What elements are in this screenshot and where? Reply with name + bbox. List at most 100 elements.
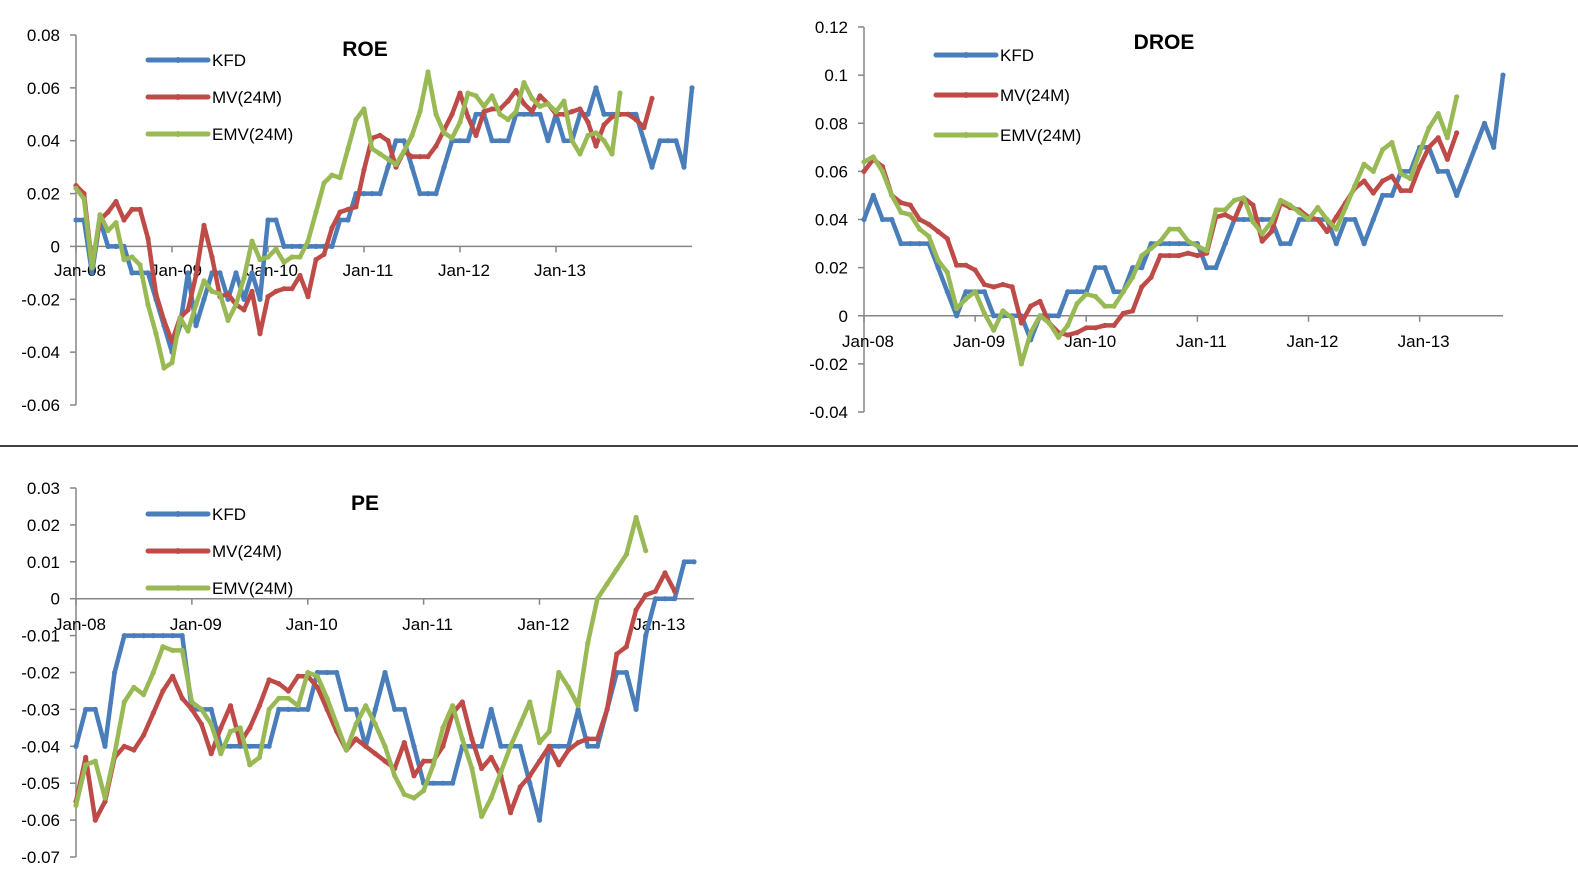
data-point-emv-24m bbox=[329, 172, 335, 178]
data-point-kfd bbox=[963, 289, 969, 295]
data-point-mv-24m bbox=[417, 154, 423, 160]
data-point-kfd bbox=[1259, 216, 1265, 223]
legend-label-mv-24m: MV(24M) bbox=[212, 542, 282, 561]
x-tick-label: Jan-08 bbox=[54, 615, 106, 634]
data-point-mv-24m bbox=[623, 644, 630, 650]
data-point-mv-24m bbox=[276, 681, 282, 687]
data-point-mv-24m bbox=[609, 114, 615, 120]
data-point-emv-24m bbox=[604, 581, 610, 587]
data-point-emv-24m bbox=[870, 154, 876, 160]
y-tick-label: 0.08 bbox=[815, 114, 848, 133]
data-point-emv-24m bbox=[153, 331, 159, 337]
data-point-mv-24m bbox=[297, 272, 303, 279]
data-point-kfd bbox=[334, 669, 340, 676]
data-point-mv-24m bbox=[662, 570, 668, 576]
chart-title: DROE bbox=[1134, 31, 1195, 54]
data-point-emv-24m bbox=[565, 684, 572, 690]
data-point-kfd bbox=[233, 270, 239, 276]
data-point-mv-24m bbox=[565, 747, 572, 753]
data-point-mv-24m bbox=[289, 286, 295, 292]
data-point-emv-24m bbox=[481, 103, 487, 109]
data-point-emv-24m bbox=[1185, 238, 1191, 244]
data-point-emv-24m bbox=[363, 703, 369, 709]
data-point-kfd bbox=[1500, 72, 1506, 78]
data-point-emv-24m bbox=[505, 117, 511, 123]
data-point-emv-24m bbox=[450, 703, 456, 709]
data-point-emv-24m bbox=[1417, 149, 1423, 155]
data-point-kfd bbox=[276, 706, 282, 713]
data-point-emv-24m bbox=[879, 168, 886, 174]
data-point-emv-24m bbox=[382, 743, 388, 749]
data-point-kfd bbox=[594, 743, 601, 749]
data-point-kfd bbox=[489, 138, 495, 144]
data-point-emv-24m bbox=[972, 289, 978, 295]
y-tick-label: 0.06 bbox=[815, 162, 848, 181]
data-point-mv-24m bbox=[247, 725, 253, 731]
data-point-kfd bbox=[527, 780, 533, 786]
y-tick-label: 0.08 bbox=[27, 26, 60, 45]
data-point-emv-24m bbox=[1370, 168, 1376, 174]
data-point-emv-24m bbox=[198, 706, 205, 713]
data-point-emv-24m bbox=[553, 109, 559, 115]
data-point-kfd bbox=[643, 633, 649, 639]
data-point-mv-24m bbox=[249, 288, 255, 294]
series-line-kfd bbox=[73, 559, 697, 823]
data-point-kfd bbox=[401, 706, 407, 713]
data-point-mv-24m bbox=[652, 588, 659, 594]
data-point-emv-24m bbox=[102, 795, 108, 801]
data-point-kfd bbox=[1222, 241, 1228, 247]
legend-marker-kfd bbox=[175, 511, 181, 517]
y-tick-label: 0.02 bbox=[27, 185, 60, 204]
legend-marker-kfd bbox=[175, 57, 181, 63]
data-point-kfd bbox=[273, 217, 279, 223]
x-tick-label: Jan-10 bbox=[1064, 332, 1116, 351]
data-point-mv-24m bbox=[1092, 325, 1099, 331]
data-point-mv-24m bbox=[361, 167, 367, 173]
data-point-mv-24m bbox=[256, 703, 263, 709]
data-point-kfd bbox=[112, 669, 118, 676]
data-point-emv-24m bbox=[521, 80, 527, 86]
data-point-kfd bbox=[329, 243, 335, 249]
data-point-mv-24m bbox=[1389, 173, 1395, 179]
data-point-emv-24m bbox=[81, 196, 87, 202]
data-point-kfd bbox=[385, 164, 391, 170]
data-point-kfd bbox=[305, 706, 311, 713]
data-point-emv-24m bbox=[295, 703, 301, 709]
data-point-mv-24m bbox=[517, 784, 523, 790]
data-point-kfd bbox=[537, 111, 543, 117]
data-point-kfd bbox=[601, 111, 607, 117]
data-point-emv-24m bbox=[1213, 207, 1219, 213]
data-point-mv-24m bbox=[1361, 178, 1367, 184]
data-point-kfd bbox=[1472, 144, 1478, 150]
data-point-kfd bbox=[672, 596, 678, 602]
data-point-kfd bbox=[633, 706, 639, 713]
data-point-emv-24m bbox=[227, 728, 234, 735]
data-point-kfd bbox=[241, 296, 247, 302]
data-point-mv-24m bbox=[170, 673, 176, 679]
y-tick-label: 0.1 bbox=[824, 66, 848, 85]
chart-pe: 0.03 0.02 0.01 0 -0.01 -0.02 -0.03 -0.04 -0.05 -0… bbox=[21, 479, 697, 867]
data-point-mv-24m bbox=[218, 725, 224, 731]
data-point-kfd bbox=[691, 559, 697, 565]
data-point-emv-24m bbox=[593, 130, 599, 136]
y-tick-label: -0.07 bbox=[21, 848, 60, 867]
data-point-emv-24m bbox=[545, 101, 551, 107]
data-point-mv-24m bbox=[473, 132, 479, 138]
data-point-emv-24m bbox=[935, 257, 941, 263]
y-tick-label: -0.05 bbox=[21, 774, 60, 793]
data-point-emv-24m bbox=[145, 302, 151, 308]
data-point-kfd bbox=[585, 111, 591, 117]
data-point-emv-24m bbox=[237, 725, 243, 731]
chart-roe: 0.08 0.06 0.04 0.02 0 -0.02 -0.04 -0.06 Jan-08 Ja… bbox=[21, 26, 695, 415]
data-point-kfd bbox=[593, 85, 599, 91]
data-point-emv-24m bbox=[131, 684, 137, 690]
data-point-kfd bbox=[324, 669, 330, 676]
data-point-emv-24m bbox=[479, 813, 485, 820]
data-point-kfd bbox=[441, 164, 447, 170]
data-point-kfd bbox=[917, 241, 923, 247]
data-point-emv-24m bbox=[392, 773, 398, 779]
data-point-emv-24m bbox=[954, 305, 960, 312]
data-point-emv-24m bbox=[1000, 308, 1006, 314]
data-point-mv-24m bbox=[1398, 188, 1404, 194]
data-point-kfd bbox=[662, 596, 668, 602]
